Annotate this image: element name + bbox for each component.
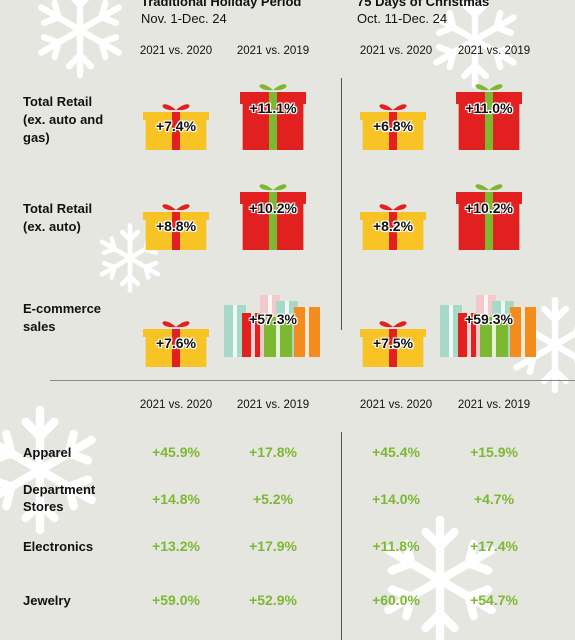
gift-value-label: +8.8% xyxy=(155,218,197,234)
snowflake-icon xyxy=(41,0,118,75)
gift-value-label: +8.2% xyxy=(372,218,414,234)
category-jewelry: Jewelry xyxy=(23,593,71,608)
row-label-total-retail-ex-auto: Total Retail (ex. auto) xyxy=(23,200,92,236)
row-label-ecommerce: E-commerce sales xyxy=(23,300,101,336)
gift-value-label: +7.6% xyxy=(155,335,197,351)
col-header: 2021 vs. 2020 xyxy=(359,45,433,57)
row-label-total-retail-ex-auto-gas: Total Retail (ex. auto and gas) xyxy=(23,93,103,147)
period-2-range: Oct. 11-Dec. 24 xyxy=(357,11,448,26)
gift-value-label: +10.2% xyxy=(249,200,297,216)
col-header: 2021 vs. 2020 xyxy=(139,399,213,411)
gift-box-value: +10.2% xyxy=(456,178,522,250)
category-value: +45.4% xyxy=(372,444,420,460)
period-1-title: Traditional Holiday Period xyxy=(141,0,302,9)
gift-value-label: +7.5% xyxy=(372,335,414,351)
category-department-stores: Department Stores xyxy=(23,482,96,514)
category-apparel: Apparel xyxy=(23,445,72,460)
category-value: +5.2% xyxy=(252,491,294,507)
row-label-line: E-commerce sales xyxy=(23,301,102,334)
row-label-line: Total Retail (ex. auto and gas) xyxy=(23,94,104,145)
gift-value-label: +7.4% xyxy=(155,118,197,134)
category-value: +11.8% xyxy=(372,538,420,554)
gift-value-label: +6.8% xyxy=(372,118,414,134)
gift-value-label: +59.3% xyxy=(465,311,513,327)
gift-box-value: +6.8% xyxy=(360,98,426,150)
period-1-range: Nov. 1-Dec. 24 xyxy=(141,11,227,26)
category-value: +15.9% xyxy=(470,444,518,460)
period-divider xyxy=(341,432,342,640)
category-value: +17.9% xyxy=(249,538,297,554)
category-value: +4.7% xyxy=(473,491,515,507)
col-header: 2021 vs. 2020 xyxy=(139,45,213,57)
gift-value-label: +10.2% xyxy=(465,200,513,216)
category-value: +14.8% xyxy=(152,491,200,507)
gift-box-value: +8.2% xyxy=(360,198,426,250)
category-value: +45.9% xyxy=(152,444,200,460)
period-divider xyxy=(341,78,342,330)
gift-box-value: +57.3% xyxy=(224,285,322,357)
col-header: 2021 vs. 2019 xyxy=(457,399,531,411)
gift-value-label: +57.3% xyxy=(249,311,297,327)
snowflake-icon xyxy=(436,0,513,85)
gift-box-value: +7.5% xyxy=(360,315,426,367)
category-electronics: Electronics xyxy=(23,539,94,554)
category-value: +59.0% xyxy=(152,592,200,608)
gift-value-label: +11.0% xyxy=(465,100,513,116)
category-value: +54.7% xyxy=(470,592,518,608)
category-value: +13.2% xyxy=(152,538,200,554)
col-header: 2021 vs. 2019 xyxy=(236,45,310,57)
gift-box-value: +8.8% xyxy=(143,198,209,250)
category-value: +52.9% xyxy=(249,592,297,608)
gift-box-value: +7.6% xyxy=(143,315,209,367)
category-value: +17.4% xyxy=(470,538,518,554)
gift-box-value: +11.0% xyxy=(456,78,522,150)
gift-box-value: +7.4% xyxy=(143,98,209,150)
gift-value-label: +11.1% xyxy=(249,100,297,116)
col-header: 2021 vs. 2019 xyxy=(236,399,310,411)
gift-box-value: +11.1% xyxy=(240,78,306,150)
category-value: +17.8% xyxy=(249,444,297,460)
gift-box-value: +59.3% xyxy=(440,285,538,357)
row-label-line: Total Retail (ex. auto) xyxy=(23,201,93,234)
category-value: +60.0% xyxy=(372,592,420,608)
period-2-title: 75 Days of Christmas xyxy=(357,0,490,9)
col-header: 2021 vs. 2020 xyxy=(359,399,433,411)
section-divider xyxy=(50,380,575,381)
col-header: 2021 vs. 2019 xyxy=(457,45,531,57)
category-value: +14.0% xyxy=(372,491,420,507)
gift-box-value: +10.2% xyxy=(240,178,306,250)
